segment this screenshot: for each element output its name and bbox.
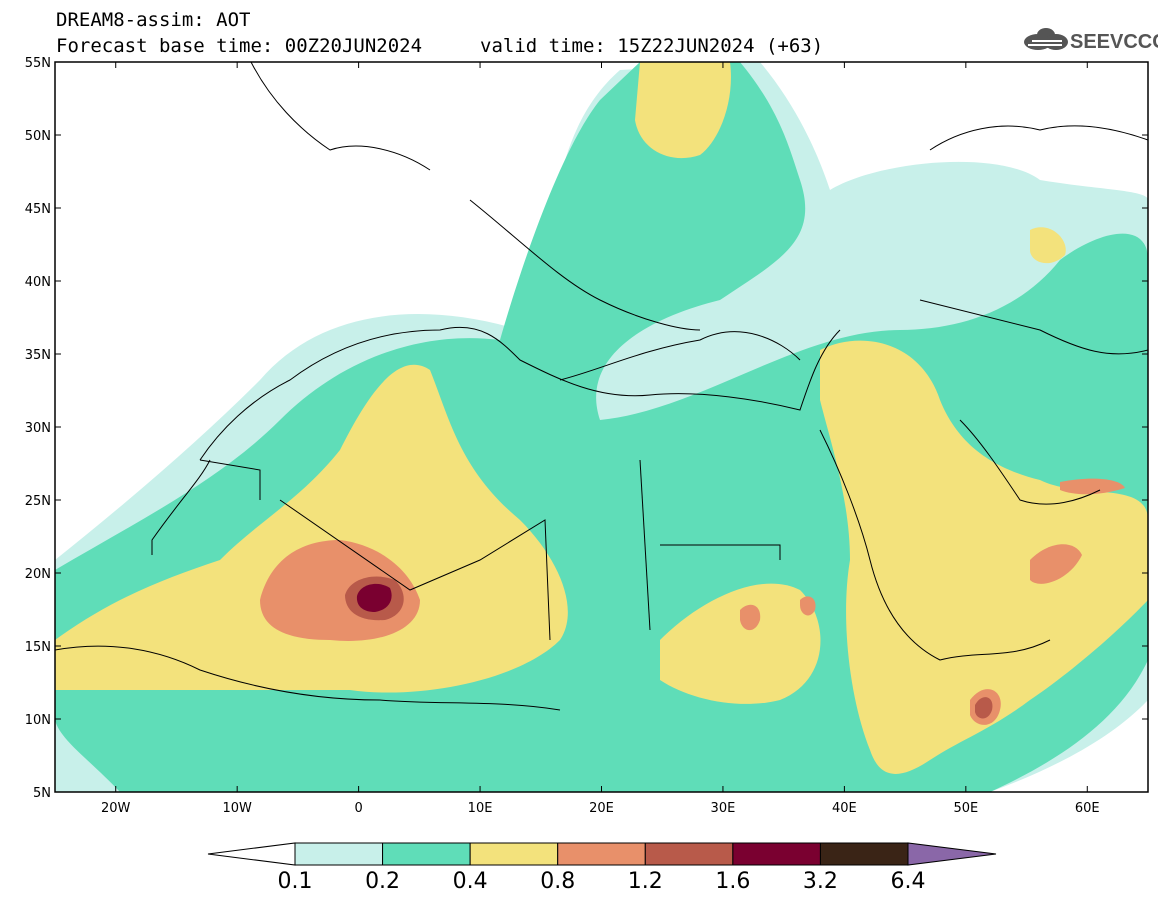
lon-tick-label: 40E xyxy=(832,801,857,816)
colorbar-under-arrow xyxy=(207,842,296,866)
colorbar-level-label: 1.6 xyxy=(715,869,751,894)
latitude-ticks: 5N 10N 15N 20N 25N 30N 35N 40N 45N 50N 55N xyxy=(25,56,1148,801)
lat-tick-label: 25N xyxy=(25,494,51,509)
lat-tick-label: 20N xyxy=(25,567,51,582)
lat-tick-label: 40N xyxy=(25,275,51,290)
aot-shading xyxy=(55,62,1148,792)
lon-tick-label: 10W xyxy=(222,801,252,816)
lat-tick-label: 35N xyxy=(25,348,51,363)
colorbar-box xyxy=(469,842,559,866)
colorbar-box xyxy=(382,842,471,866)
colorbar-over-arrow xyxy=(907,842,997,866)
lat-tick-label: 5N xyxy=(33,786,51,801)
map-title: DREAM8-assim: AOT xyxy=(56,9,251,31)
lon-tick-label: 10E xyxy=(468,801,493,816)
coastlines-borders xyxy=(55,62,1148,711)
logo-text: SEEVCCC xyxy=(1070,31,1158,53)
cloud-icon xyxy=(1024,28,1068,50)
lat-tick-label: 15N xyxy=(25,640,51,655)
colorbar-box xyxy=(644,842,734,866)
colorbar xyxy=(207,842,997,866)
colorbar-box xyxy=(557,842,646,866)
longitude-ticks: 20W 10W 0 10E 20E 30E 40E 50E 60E xyxy=(101,62,1100,816)
lon-tick-label: 20W xyxy=(101,801,131,816)
colorbar-level-label: 3.2 xyxy=(802,869,838,894)
lat-tick-label: 50N xyxy=(25,129,51,144)
colorbar-level-label: 6.4 xyxy=(890,869,926,894)
lat-tick-label: 10N xyxy=(25,713,51,728)
lat-tick-label: 55N xyxy=(25,56,51,71)
colorbar-box xyxy=(732,842,821,866)
base-time-label: Forecast base time: 00Z20JUN2024 xyxy=(56,35,423,57)
lon-tick-label: 60E xyxy=(1075,801,1100,816)
colorbar-level-label: 0.2 xyxy=(365,869,401,894)
colorbar-level-label: 1.2 xyxy=(627,869,663,894)
lat-tick-label: 45N xyxy=(25,202,51,217)
lon-tick-label: 0 xyxy=(354,801,362,816)
colorbar-box xyxy=(819,842,909,866)
seevccc-logo: SEEVCCC xyxy=(1018,24,1165,56)
lon-tick-label: 30E xyxy=(711,801,736,816)
colorbar-level-label: 0.8 xyxy=(540,869,576,894)
colorbar-level-label: 0.1 xyxy=(277,869,313,894)
lon-tick-label: 50E xyxy=(953,801,978,816)
colorbar-level-label: 0.4 xyxy=(452,869,488,894)
colorbar-box xyxy=(294,842,384,866)
lon-tick-label: 20E xyxy=(589,801,614,816)
valid-time-label: valid time: 15Z22JUN2024 (+63) xyxy=(480,35,824,57)
lat-tick-label: 30N xyxy=(25,421,51,436)
